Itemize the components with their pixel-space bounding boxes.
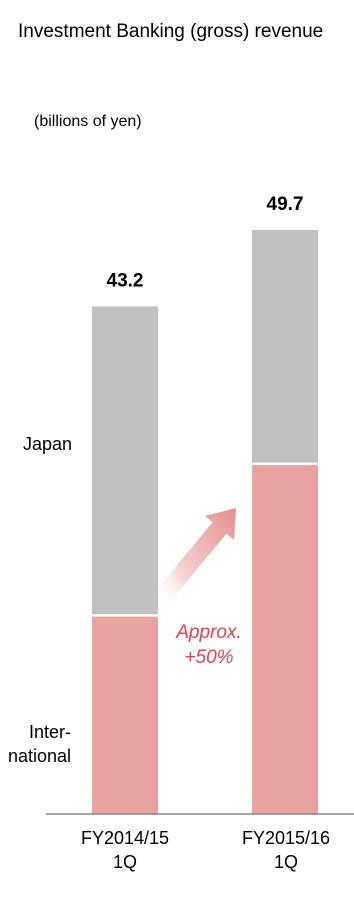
total-label-2: 49.7 xyxy=(267,194,304,215)
bar-international-2 xyxy=(252,463,318,814)
bar-japan-2 xyxy=(252,230,318,464)
series-label-international: Inter- national xyxy=(7,722,71,766)
bar-japan-1 xyxy=(92,306,158,616)
growth-annotation: Approx. +50% xyxy=(176,622,242,668)
series-label-japan: Japan xyxy=(22,434,72,454)
category-label-fy2015: FY2015/16 1Q xyxy=(241,828,331,872)
category-label-fy2014: FY2014/15 1Q xyxy=(80,828,170,872)
growth-arrow xyxy=(157,508,236,601)
chart-title: Investment Banking (gross) revenue xyxy=(18,21,324,42)
total-label-1: 43.2 xyxy=(107,270,144,291)
unit-label: (billions of yen) xyxy=(34,113,142,130)
bar-international-1 xyxy=(92,615,158,814)
